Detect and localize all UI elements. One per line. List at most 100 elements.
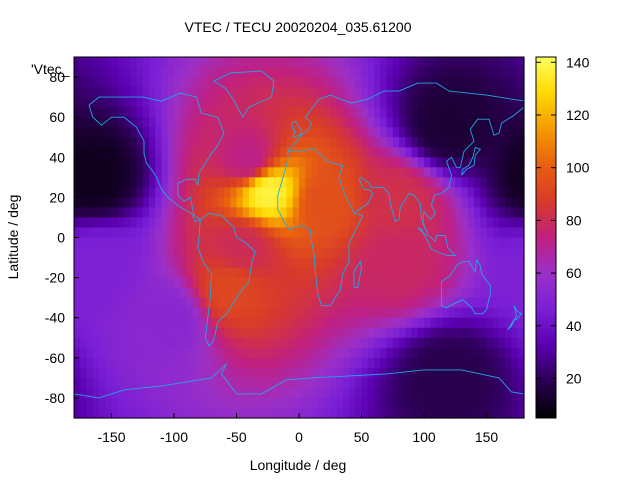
heatmap-cell [474, 167, 481, 178]
heatmap-cell [342, 257, 350, 269]
heatmap-cell [405, 97, 413, 108]
heatmap-cell [349, 267, 356, 279]
heatmap-cell [311, 167, 319, 178]
heatmap-cell [224, 397, 231, 409]
heatmap-cell [242, 367, 250, 379]
heatmap-cell [149, 127, 156, 138]
heatmap-cell [305, 267, 313, 279]
heatmap-cell [405, 57, 413, 68]
heatmap-cell [280, 147, 288, 158]
heatmap-cell [405, 87, 413, 98]
heatmap-cell [474, 267, 481, 279]
heatmap-cell [461, 227, 469, 239]
heatmap-cell [386, 347, 394, 359]
heatmap-cell [405, 267, 413, 279]
heatmap-cell [467, 327, 475, 339]
heatmap-cell [286, 227, 294, 239]
heatmap-cell [417, 167, 425, 178]
heatmap-cell [449, 237, 456, 249]
heatmap-cell [180, 287, 188, 299]
heatmap-cell [249, 217, 256, 229]
heatmap-cell [242, 177, 250, 188]
heatmap-cell [492, 237, 500, 249]
heatmap-cell [511, 247, 519, 259]
heatmap-cell [111, 67, 119, 78]
heatmap-cell [380, 387, 388, 399]
heatmap-cell [267, 397, 275, 409]
heatmap-cell [474, 237, 481, 249]
heatmap-cell [167, 207, 175, 219]
heatmap-cell [155, 157, 163, 168]
heatmap-cell [455, 237, 463, 249]
heatmap-cell [430, 217, 438, 229]
heatmap-cell [299, 77, 306, 88]
heatmap-cell [224, 377, 231, 389]
heatmap-cell [411, 107, 419, 118]
heatmap-cell [224, 137, 231, 148]
heatmap-cell [492, 117, 500, 128]
heatmap-cell [324, 97, 331, 108]
heatmap-cell [442, 157, 450, 168]
heatmap-cell [392, 127, 400, 138]
heatmap-cell [474, 117, 481, 128]
heatmap-cell [180, 167, 188, 178]
heatmap-cell [124, 87, 131, 98]
heatmap-cell [105, 287, 113, 299]
heatmap-cell [380, 347, 388, 359]
heatmap-cell [449, 347, 456, 359]
heatmap-cell [136, 87, 144, 98]
heatmap-cell [430, 247, 438, 259]
heatmap-cell [249, 117, 256, 128]
heatmap-cell [492, 67, 500, 78]
heatmap-cell [386, 337, 394, 349]
heatmap-cell [324, 317, 331, 329]
heatmap-cell [330, 377, 338, 389]
heatmap-cell [230, 77, 238, 88]
heatmap-cell [442, 277, 450, 289]
heatmap-cell [180, 227, 188, 239]
heatmap-cell [449, 317, 456, 329]
heatmap-cell [211, 357, 219, 369]
heatmap-cell [499, 197, 506, 209]
heatmap-cell [236, 207, 244, 219]
heatmap-cell [517, 317, 525, 329]
heatmap-cell [124, 357, 131, 369]
heatmap-cell [311, 207, 319, 219]
heatmap-cell [274, 407, 281, 419]
heatmap-cell [411, 307, 419, 319]
heatmap-cell [361, 127, 369, 138]
heatmap-cell [124, 377, 131, 389]
heatmap-cell [142, 87, 150, 98]
heatmap-cell [180, 237, 188, 249]
heatmap-cell [405, 387, 413, 399]
heatmap-cell [192, 187, 200, 198]
heatmap-cell [374, 197, 381, 209]
heatmap-cell [174, 297, 181, 309]
heatmap-cell [330, 357, 338, 369]
heatmap-cell [92, 287, 100, 299]
heatmap-cell [317, 407, 325, 419]
heatmap-cell [367, 397, 375, 409]
heatmap-cell [461, 367, 469, 379]
heatmap-cell [505, 57, 513, 68]
heatmap-cell [424, 317, 431, 329]
heatmap-cell [480, 317, 488, 329]
heatmap-cell [392, 67, 400, 78]
heatmap-cell [117, 277, 125, 289]
heatmap-cell [317, 377, 325, 389]
heatmap-cell [205, 407, 213, 419]
heatmap-cell [436, 107, 444, 118]
heatmap-cell [461, 287, 469, 299]
heatmap-cell [461, 327, 469, 339]
heatmap-cell [505, 327, 513, 339]
heatmap-cell [192, 77, 200, 88]
heatmap-cell [361, 157, 369, 168]
heatmap-cell [205, 337, 213, 349]
heatmap-cell [74, 147, 81, 158]
heatmap-cell [80, 137, 88, 148]
heatmap-cell [236, 317, 244, 329]
heatmap-cell [74, 117, 81, 128]
heatmap-cell [105, 367, 113, 379]
heatmap-cell [149, 177, 156, 188]
heatmap-cell [455, 307, 463, 319]
